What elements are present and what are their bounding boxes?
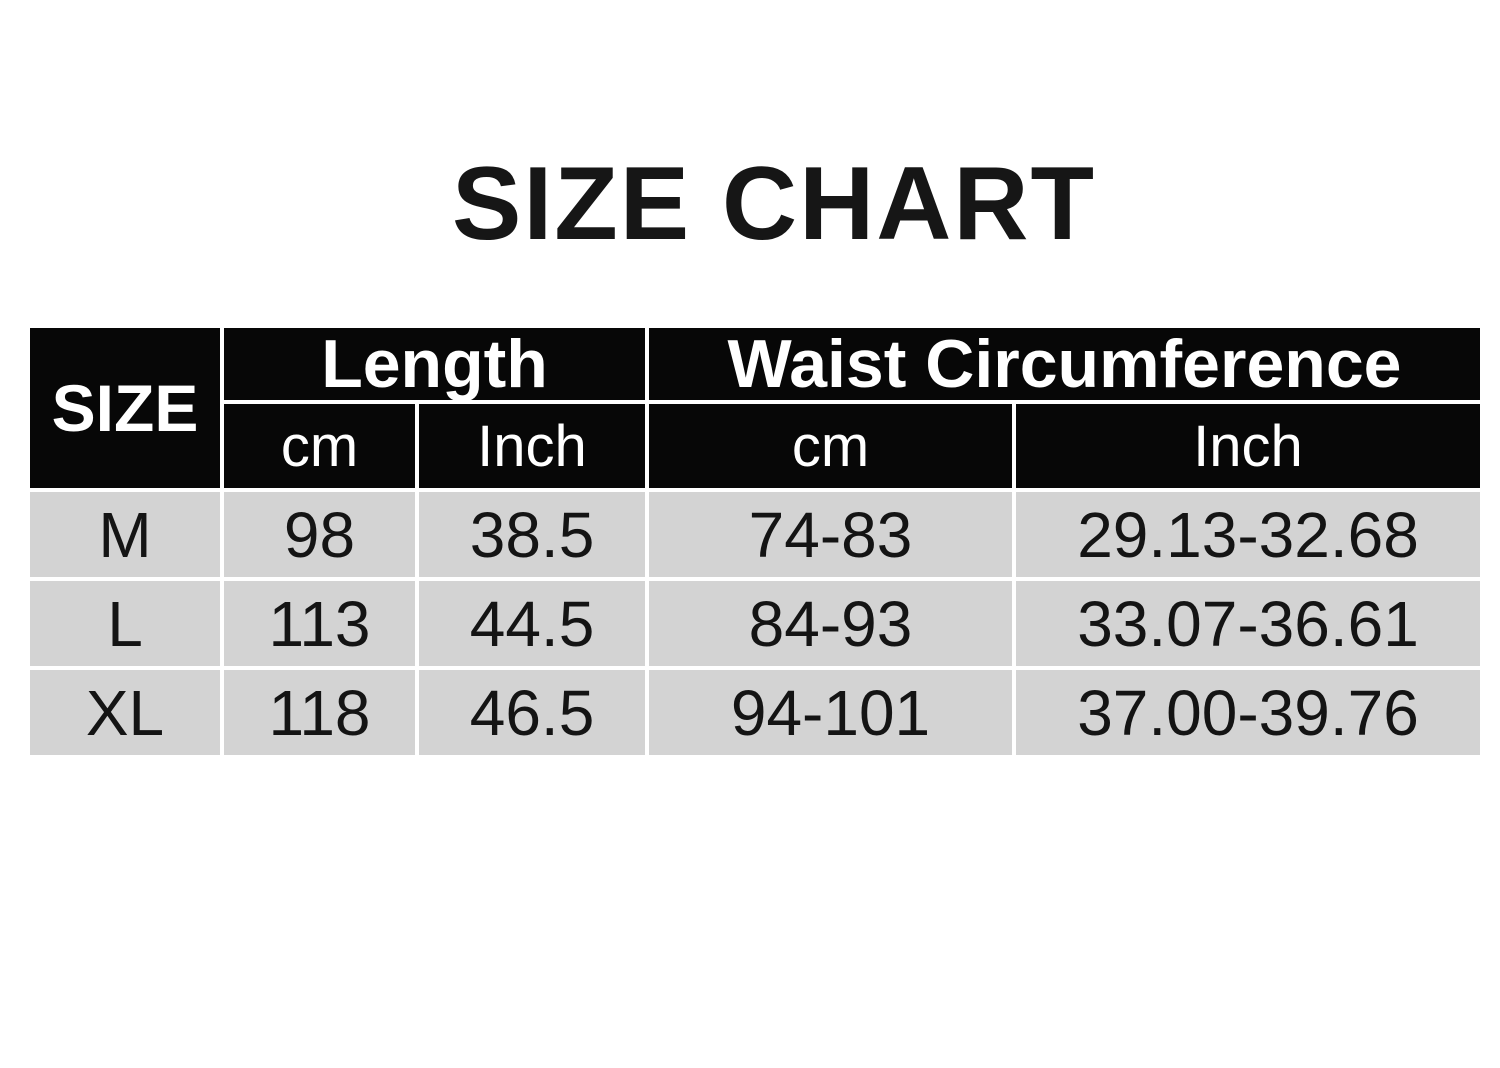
header-waist-cm: cm: [649, 404, 1012, 488]
header-group-waist-circumference: Waist Circumference: [649, 328, 1480, 400]
row-xl-size: XL: [30, 670, 220, 755]
row-m-waist-inch: 29.13-32.68: [1016, 492, 1480, 577]
row-m-size: M: [30, 492, 220, 577]
size-chart-table: SIZE Length Waist Circumference cm Inch …: [30, 328, 1480, 755]
header-waist-inch: Inch: [1016, 404, 1480, 488]
row-xl-length-cm: 118: [224, 670, 415, 755]
header-length-cm: cm: [224, 404, 415, 488]
row-l-length-inch: 44.5: [419, 581, 645, 666]
row-l-size: L: [30, 581, 220, 666]
header-size: SIZE: [30, 328, 220, 488]
row-m-length-inch: 38.5: [419, 492, 645, 577]
page-title: SIZE CHART: [452, 146, 1096, 262]
row-m-waist-cm: 74-83: [649, 492, 1012, 577]
row-xl-waist-cm: 94-101: [649, 670, 1012, 755]
header-group-length: Length: [224, 328, 645, 400]
row-l-waist-inch: 33.07-36.61: [1016, 581, 1480, 666]
row-xl-waist-inch: 37.00-39.76: [1016, 670, 1480, 755]
row-l-waist-cm: 84-93: [649, 581, 1012, 666]
header-length-inch: Inch: [419, 404, 645, 488]
row-l-length-cm: 113: [224, 581, 415, 666]
row-m-length-cm: 98: [224, 492, 415, 577]
row-xl-length-inch: 46.5: [419, 670, 645, 755]
